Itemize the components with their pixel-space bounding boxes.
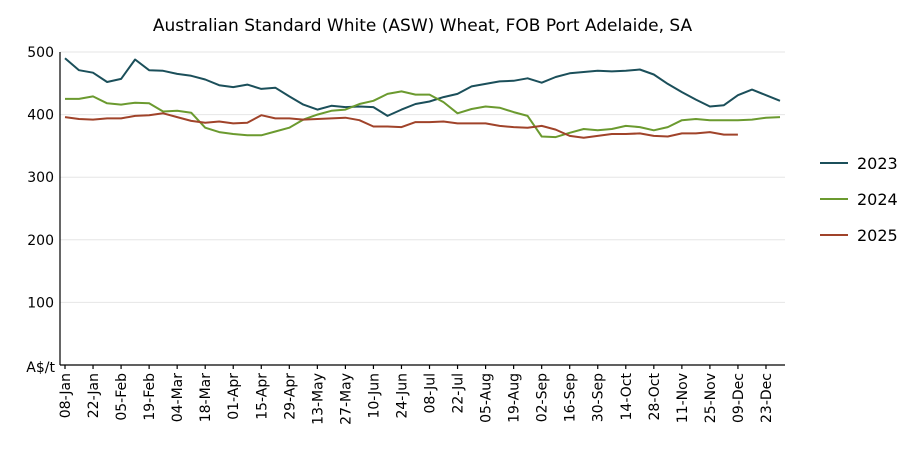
x-tick-label: 18-Mar [198,373,214,423]
x-tick-label: 22-Jan [86,373,102,418]
series-line-2023 [64,57,781,117]
x-tick-label: 24-Jun [394,373,410,419]
x-tick-label: 10-Jun [366,373,382,419]
x-tick-label: 13-May [310,373,326,425]
x-tick-label: 25-Nov [703,373,719,423]
x-tick-label: 28-Oct [647,372,663,420]
x-tick-label: 01-Apr [226,373,242,420]
legend-label-2025: 2025 [857,226,898,245]
x-tick-label: 09-Dec [731,373,747,423]
series-lines [64,57,781,139]
axes [59,52,785,366]
x-tick-label: 23-Dec [759,373,775,423]
x-tick-label: 22-Jul [451,373,467,414]
y-tick-label: 400 [27,108,54,124]
x-tick-label: 05-Aug [479,373,495,423]
legend-label-2024: 2024 [857,190,898,209]
chart-title: Australian Standard White (ASW) Wheat, F… [152,16,693,36]
series-line-2024 [65,90,781,139]
x-tick-label: 04-Mar [170,373,186,423]
x-tick-labels: 08-Jan 22-Jan 05-Feb 19-Feb 04-Mar 18-Mar 01-A… [58,365,775,425]
x-tick-label: 02-Sep [535,373,551,422]
x-tick-label: 11-Nov [675,373,691,423]
x-tick-label: 05-Feb [114,373,130,421]
x-tick-label: 14-Oct [619,372,635,420]
x-tick-label: 29-Apr [282,373,298,420]
y-tick-label: 100 [27,295,54,311]
x-tick-label: 08-Jul [423,373,439,414]
y-tick-label: 200 [27,233,54,249]
y-tick-label: 300 [27,170,54,186]
x-tick-label: 27-May [338,373,354,425]
y-tick-label: 500 [27,45,54,61]
y-tick-labels: 100 200 300 400 500 [27,45,54,311]
x-tick-label: 19-Aug [507,373,523,423]
x-tick-label: 30-Sep [591,373,607,422]
x-tick-label: 19-Feb [142,373,158,421]
legend: 2023 2024 2025 [820,154,898,245]
series-line-2025 [64,112,738,139]
y-axis-label: A$/t [26,360,55,376]
x-tick-label: 08-Jan [58,373,74,418]
x-tick-label: 16-Sep [563,373,579,422]
x-tick-label: 15-Apr [254,373,270,420]
gridlines [60,51,785,303]
legend-label-2023: 2023 [857,154,898,173]
